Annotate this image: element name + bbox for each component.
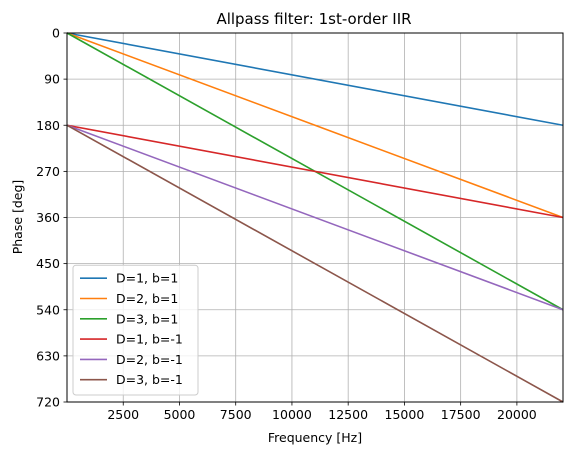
y-tick-label: 270 xyxy=(36,164,60,179)
series-line xyxy=(66,124,564,311)
y-tick-label: 360 xyxy=(36,210,60,225)
series-line xyxy=(66,32,564,219)
y-tick-label: 90 xyxy=(44,72,60,87)
x-tick-label: 7500 xyxy=(220,407,252,422)
x-tick-label: 5000 xyxy=(164,407,196,422)
x-tick-label: 15000 xyxy=(385,407,425,422)
legend-label: D=1, b=1 xyxy=(116,271,178,286)
series-lines xyxy=(66,32,564,403)
x-tick-label: 2500 xyxy=(107,407,139,422)
legend-label: D=2, b=-1 xyxy=(116,352,183,367)
y-tick-label: 180 xyxy=(36,118,60,133)
series-line xyxy=(66,32,564,127)
legend-label: D=3, b=-1 xyxy=(116,372,183,387)
x-axis-title: Frequency [Hz] xyxy=(268,430,362,445)
y-tick-label: 630 xyxy=(36,348,60,363)
y-tick-label: 540 xyxy=(36,302,60,317)
legend-label: D=3, b=1 xyxy=(116,311,178,326)
x-tick-label: 20000 xyxy=(497,407,537,422)
y-axis-ticks: 0 90 180 270 360 450 540 630 720 xyxy=(36,26,67,410)
y-axis-title: Phase [deg] xyxy=(10,180,25,255)
legend-box xyxy=(72,264,199,396)
x-axis-ticks: 2500 5000 7500 10000 12500 15000 17500 20000 xyxy=(107,402,537,422)
legend-label: D=2, b=1 xyxy=(116,291,178,306)
series-line xyxy=(66,124,564,219)
y-tick-label: 720 xyxy=(36,395,60,410)
x-tick-label: 10000 xyxy=(272,407,312,422)
series-line xyxy=(66,124,564,403)
x-tick-label: 12500 xyxy=(328,407,368,422)
legend-label: D=1, b=-1 xyxy=(116,332,183,347)
y-tick-label: 0 xyxy=(52,26,60,41)
chart-title: Allpass filter: 1st-order IIR xyxy=(216,10,411,28)
legend: D=1, b=1 D=2, b=1 D=3, b=1 D=1, b=-1 D=2, b=… xyxy=(72,264,199,396)
x-tick-label: 17500 xyxy=(441,407,481,422)
y-tick-label: 450 xyxy=(36,256,60,271)
